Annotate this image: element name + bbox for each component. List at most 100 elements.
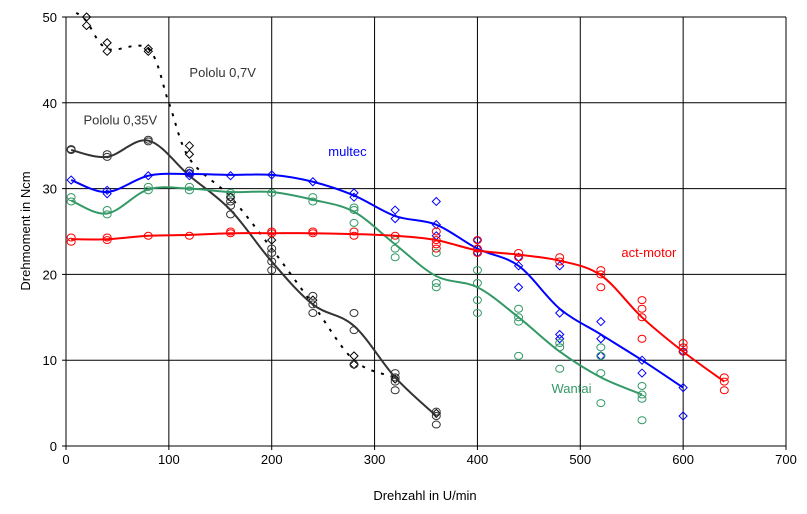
data-point-diamond xyxy=(349,351,359,361)
data-point-circle xyxy=(431,420,441,429)
x-tick-label: 700 xyxy=(775,452,797,467)
data-point-circle xyxy=(637,381,647,390)
data-point-circle xyxy=(267,257,277,266)
data-point-diamond xyxy=(637,368,647,378)
data-point-circle xyxy=(226,227,236,236)
data-point-diamond xyxy=(596,316,606,327)
data-point-diamond xyxy=(267,170,277,180)
data-point-diamond xyxy=(596,334,606,344)
x-axis-label: Drehzahl in U/min xyxy=(373,488,476,503)
data-point-circle xyxy=(514,351,524,360)
data-point-diamond xyxy=(555,261,565,271)
data-point-circle xyxy=(431,411,441,420)
data-point-diamond xyxy=(102,38,112,48)
series-layer xyxy=(66,11,729,429)
annotations: Pololu 0,7V Pololu 0,35V multec act-motor Wa… xyxy=(83,65,677,396)
series-pololu-0-35v xyxy=(66,135,441,429)
series-pololu-0-7v xyxy=(75,11,441,419)
data-point-circle xyxy=(66,145,76,154)
data-point-circle xyxy=(719,386,729,395)
series-label: Pololu 0,7V xyxy=(189,65,256,80)
data-point-diamond xyxy=(102,46,112,57)
data-point-diamond xyxy=(81,12,92,22)
y-tick-label: 10 xyxy=(43,353,57,368)
data-point-circle xyxy=(637,296,647,305)
data-point-diamond xyxy=(81,20,92,31)
data-point-circle xyxy=(637,416,647,425)
y-tick-label: 0 xyxy=(50,439,57,454)
data-point-circle xyxy=(555,364,565,373)
data-point-circle xyxy=(596,351,606,360)
data-point-circle xyxy=(308,309,318,318)
x-tick-label: 0 xyxy=(62,452,69,467)
y-axis-label: Drehmoment in Ncm xyxy=(18,171,33,290)
x-tick-label: 300 xyxy=(364,452,386,467)
data-point-circle xyxy=(596,399,606,408)
data-point-diamond xyxy=(555,329,565,340)
grid xyxy=(66,16,787,446)
x-tick-label: 100 xyxy=(158,452,180,467)
data-point-circle xyxy=(390,386,400,395)
data-point-diamond xyxy=(66,175,76,185)
data-point-circle xyxy=(308,227,318,236)
data-point-circle xyxy=(267,266,277,275)
x-tick-label: 600 xyxy=(672,452,694,467)
data-point-circle xyxy=(555,339,565,348)
data-point-circle xyxy=(431,227,441,236)
y-tick-label: 30 xyxy=(43,182,57,197)
data-point-circle xyxy=(431,240,441,249)
data-point-circle xyxy=(349,360,359,369)
data-point-circle xyxy=(184,182,194,191)
data-point-diamond xyxy=(513,282,524,292)
x-tick-label: 200 xyxy=(261,452,283,467)
series-line xyxy=(70,186,643,396)
data-point-diamond xyxy=(102,185,112,196)
data-point-circle xyxy=(678,347,688,356)
series-wantai xyxy=(66,182,647,425)
data-point-circle xyxy=(637,334,647,343)
data-point-circle xyxy=(390,373,400,382)
data-point-diamond xyxy=(390,374,400,384)
y-tick-label: 50 xyxy=(43,10,57,25)
series-line xyxy=(70,172,684,389)
series-act-motor xyxy=(66,227,729,395)
x-tick-label: 500 xyxy=(569,452,591,467)
data-point-diamond xyxy=(555,334,565,344)
series-line xyxy=(71,232,725,383)
data-point-circle xyxy=(66,233,76,242)
data-point-diamond xyxy=(390,205,400,215)
x-tick-label: 400 xyxy=(467,452,489,467)
data-point-diamond xyxy=(184,149,195,159)
series-multec xyxy=(66,168,688,421)
data-point-circle xyxy=(267,248,277,257)
data-point-circle xyxy=(349,309,359,318)
data-point-circle xyxy=(102,233,112,242)
data-point-circle xyxy=(267,244,277,253)
series-line xyxy=(75,11,396,379)
data-point-circle xyxy=(226,193,236,202)
data-point-circle xyxy=(431,244,441,253)
data-point-circle xyxy=(66,193,76,202)
data-point-circle xyxy=(637,304,647,313)
data-point-circle xyxy=(472,236,482,245)
data-point-circle xyxy=(308,300,318,309)
data-point-circle xyxy=(308,291,318,300)
data-point-circle xyxy=(596,283,606,292)
data-point-circle xyxy=(596,270,606,279)
data-point-diamond xyxy=(184,140,195,151)
data-point-circle xyxy=(514,248,524,257)
data-point-diamond xyxy=(267,235,277,245)
data-point-circle xyxy=(349,231,359,240)
data-point-circle xyxy=(719,377,729,386)
data-point-circle xyxy=(596,266,606,275)
series-label: act-motor xyxy=(621,245,677,260)
data-point-circle xyxy=(472,296,482,305)
data-point-circle xyxy=(184,186,194,195)
series-label: multec xyxy=(328,144,367,159)
data-point-circle xyxy=(514,304,524,313)
data-point-circle xyxy=(226,197,236,206)
data-point-circle xyxy=(431,278,441,287)
axes: 0 100 200 300 400 500 600 700 0 10 20 30 40 50 xyxy=(43,10,797,467)
series-label: Wantai xyxy=(551,381,591,396)
